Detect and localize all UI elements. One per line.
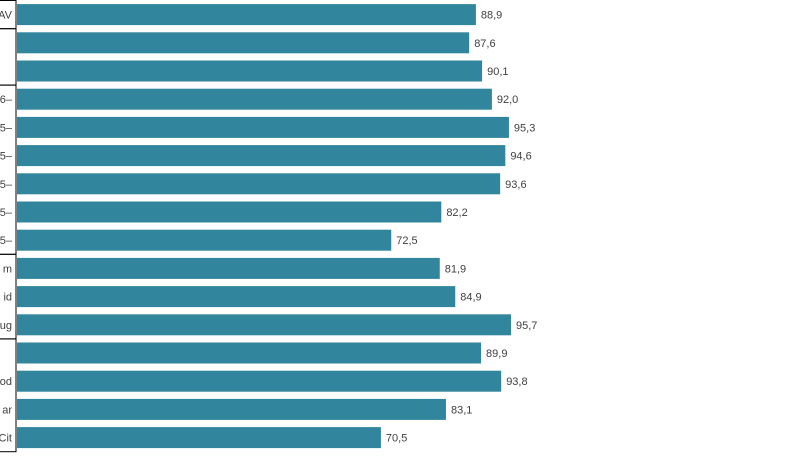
data-label: 95,3 xyxy=(514,122,535,134)
category-tick-label: 5– xyxy=(0,207,13,219)
category-tick-label: 6– xyxy=(0,94,13,106)
bar xyxy=(17,116,509,138)
data-label: 93,8 xyxy=(506,376,527,388)
data-label: 94,6 xyxy=(510,151,531,163)
category-group-box xyxy=(0,84,17,255)
category-tick-label: od xyxy=(0,376,12,388)
bar xyxy=(17,88,492,110)
bar xyxy=(17,286,456,308)
bar xyxy=(17,342,482,364)
bar xyxy=(17,427,381,449)
bar xyxy=(17,4,476,26)
bar xyxy=(17,257,440,279)
category-group-box xyxy=(0,338,17,453)
bar xyxy=(17,145,506,167)
category-tick-label: m xyxy=(3,263,12,275)
data-label: 92,0 xyxy=(497,94,518,106)
category-group-box xyxy=(0,28,17,86)
category-tick-label: 5– xyxy=(0,151,13,163)
category-tick-label: AV xyxy=(0,10,13,22)
category-tick-label: ug xyxy=(0,320,12,332)
category-tick-label: 5– xyxy=(0,122,13,134)
category-tick-label: 5– xyxy=(0,179,13,191)
data-label: 95,7 xyxy=(516,320,537,332)
data-label: 87,6 xyxy=(474,38,495,50)
data-label: 70,5 xyxy=(386,433,407,445)
bar xyxy=(17,32,470,54)
category-tick-label: 5– xyxy=(0,235,13,247)
category-tick-label: id xyxy=(3,292,12,304)
bar xyxy=(17,173,501,195)
category-tick-label: ar xyxy=(2,404,12,416)
data-label: 93,6 xyxy=(505,179,526,191)
data-label: 88,9 xyxy=(481,10,502,22)
bar xyxy=(17,201,442,223)
data-label: 90,1 xyxy=(487,66,508,78)
data-label: 82,2 xyxy=(446,207,467,219)
data-label: 84,9 xyxy=(460,292,481,304)
bar xyxy=(17,229,392,251)
bar xyxy=(17,314,511,336)
category-tick-label: Cit xyxy=(0,433,12,445)
data-label: 83,1 xyxy=(451,404,472,416)
bar xyxy=(17,60,483,82)
data-label: 72,5 xyxy=(396,235,417,247)
data-label: 81,9 xyxy=(445,263,466,275)
data-label: 89,9 xyxy=(486,348,507,360)
bar xyxy=(17,398,446,420)
bar xyxy=(17,370,502,392)
